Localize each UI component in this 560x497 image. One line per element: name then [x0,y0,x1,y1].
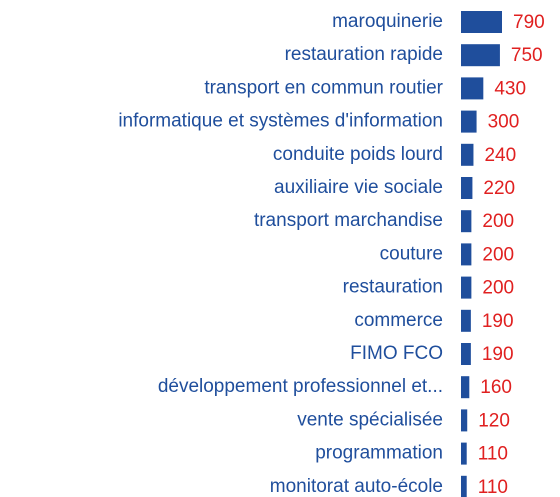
bar [461,143,474,166]
value-label: 300 [488,112,520,133]
bar [461,376,470,399]
category-label: maroquinerie [332,11,443,32]
value-label: 110 [478,477,508,497]
value-label: 190 [482,344,514,365]
value-label: 190 [482,311,514,332]
bar [461,210,472,233]
value-label: 200 [482,211,514,232]
category-label: restauration rapide [285,44,443,65]
value-label: 200 [482,244,514,265]
category-label: auxiliaire vie sociale [274,177,443,198]
category-label: transport en commun routier [204,77,443,98]
bar [461,409,468,432]
value-label: 220 [483,178,515,199]
value-label: 240 [484,145,516,166]
bar [461,343,471,365]
value-label: 120 [478,410,510,431]
bar [461,77,484,100]
value-label: 200 [482,278,514,299]
category-label: commerce [354,310,443,331]
value-label: 110 [478,444,508,465]
bar [461,475,467,497]
bar [461,243,472,266]
category-label: programmation [315,443,443,464]
category-label: conduite poids lourd [273,144,443,165]
bar [461,44,500,67]
category-label: informatique et systèmes d'information [118,111,443,132]
category-label: monitorat auto-école [270,476,443,497]
bar [461,276,472,299]
category-label: restauration [343,277,443,298]
value-label: 430 [494,78,526,99]
category-label: FIMO FCO [350,343,443,364]
value-label: 160 [480,377,512,398]
category-label: développement professionnel et... [158,376,443,397]
bar [461,110,477,133]
value-label: 750 [511,45,543,66]
category-label: couture [380,243,443,264]
bar [461,11,502,33]
category-label: vente spécialisée [297,409,443,430]
bar [461,309,471,332]
value-label: 790 [513,12,545,33]
bar [461,177,473,199]
category-label: transport marchandise [254,210,443,231]
bar [461,442,467,465]
